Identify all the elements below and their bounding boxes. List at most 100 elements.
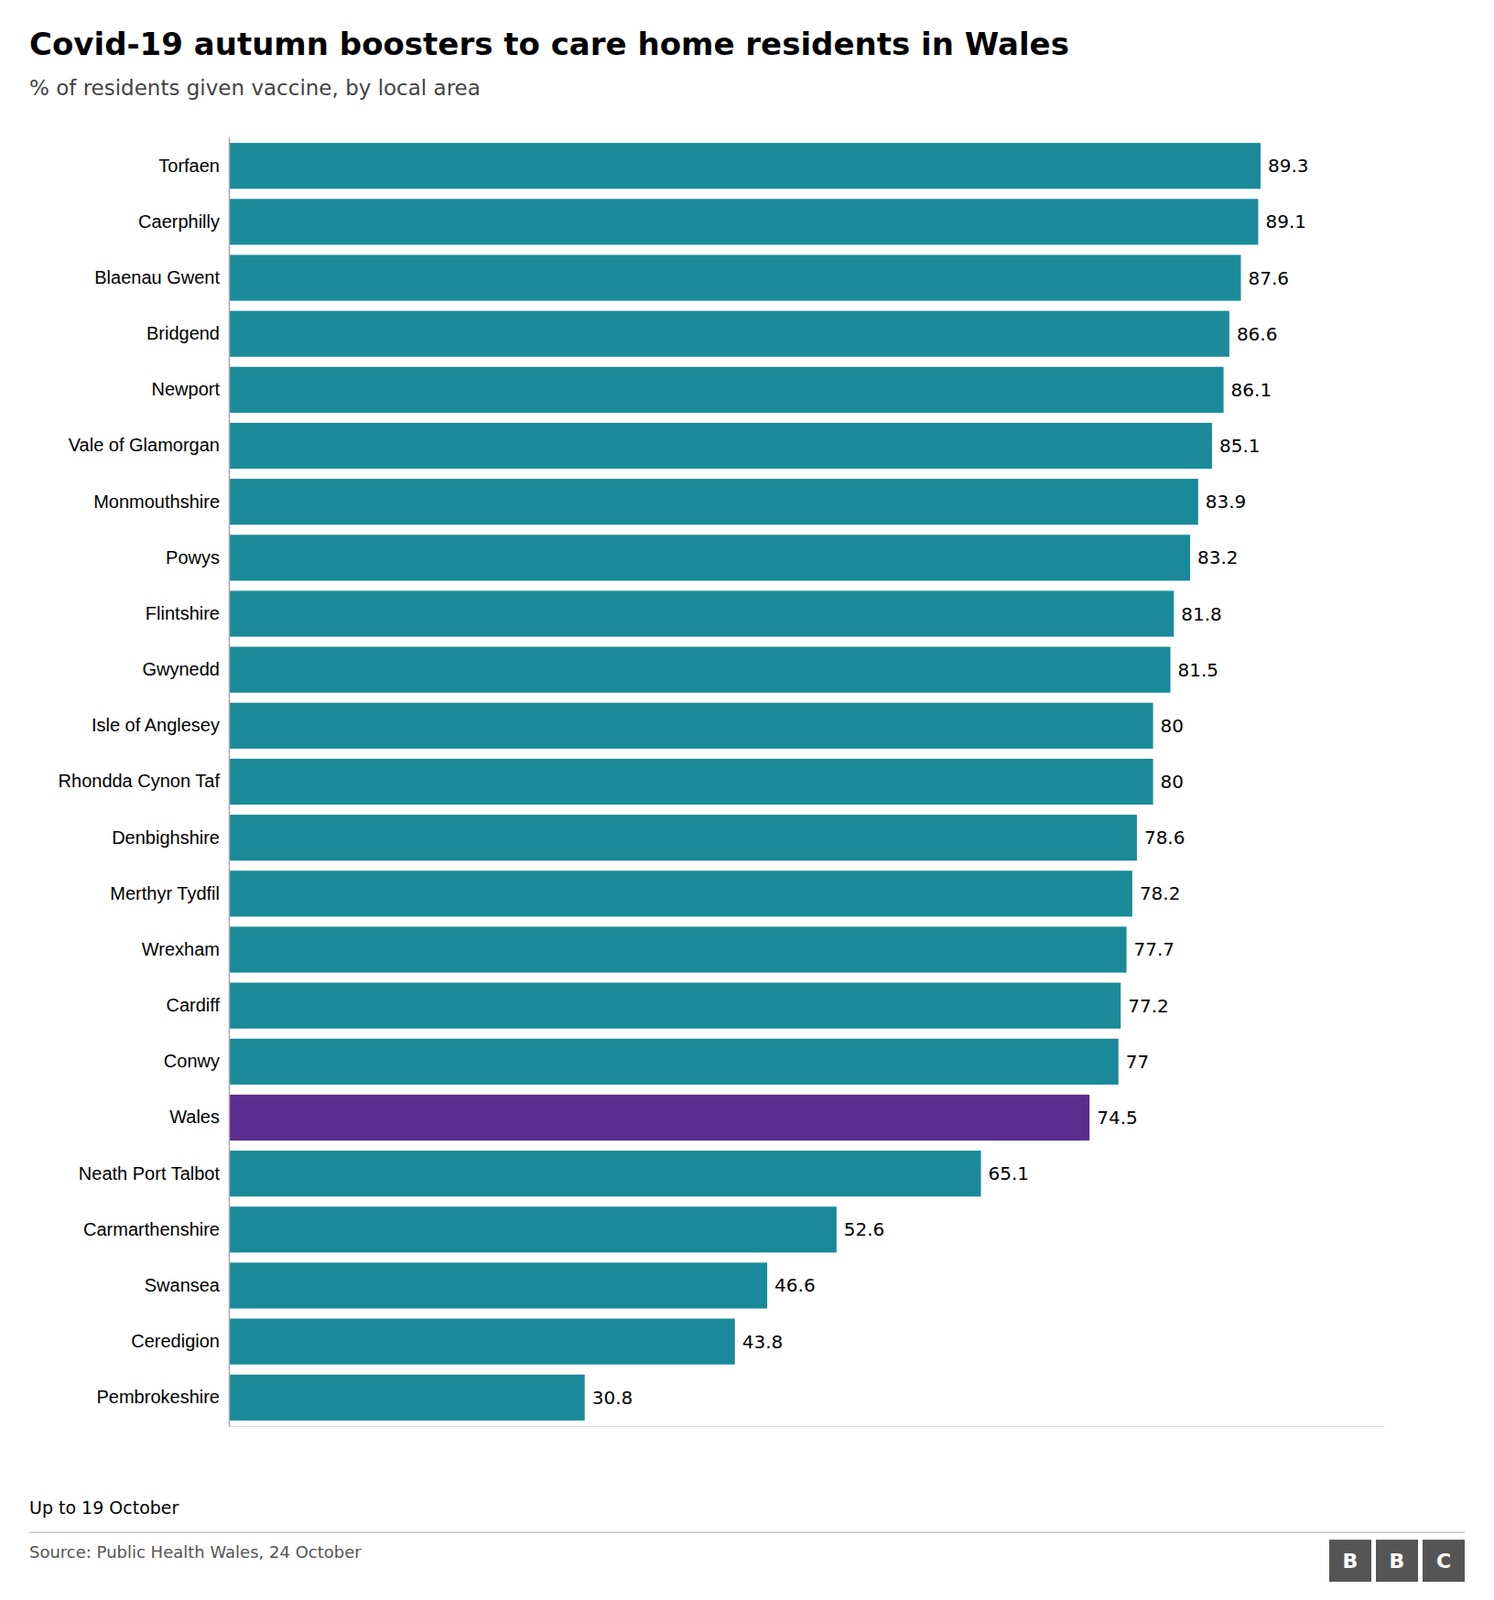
logo-box	[1329, 1539, 1372, 1582]
data-label: 78.2	[1139, 882, 1181, 905]
y-tick: Neath Port Talbot	[78, 1163, 221, 1184]
y-tick: Cardiff	[165, 995, 220, 1016]
y-tick: Rhondda Cynon Taf	[58, 770, 221, 791]
y-tick: Wales	[169, 1106, 220, 1127]
bar	[228, 422, 1213, 469]
bar	[228, 198, 1258, 245]
data-label: 78.6	[1144, 826, 1186, 849]
data-label: 83.9	[1205, 490, 1247, 513]
bar	[228, 534, 1191, 581]
bar	[228, 1206, 837, 1253]
bar	[228, 1150, 982, 1197]
data-label: 85.1	[1219, 434, 1261, 457]
x-axis	[229, 1426, 1386, 1428]
bar	[228, 1039, 1119, 1085]
bar	[228, 1319, 736, 1365]
y-tick-label: Powys	[165, 547, 220, 568]
x-axis-line	[229, 1426, 1386, 1428]
data-label: 86.1	[1231, 378, 1273, 401]
bars	[228, 142, 1261, 1421]
y-tick: Caerphilly	[138, 211, 220, 232]
logo-box	[1422, 1539, 1465, 1582]
data-label: 83.2	[1197, 546, 1239, 569]
data-label: 80	[1160, 770, 1184, 793]
y-tick: Monmouthshire	[93, 491, 220, 512]
bar	[228, 1262, 768, 1309]
data-label: 77.7	[1134, 938, 1176, 961]
footnote: Up to 19 October	[29, 1497, 180, 1518]
data-label: 30.8	[592, 1386, 634, 1409]
y-tick: Newport	[151, 378, 221, 400]
y-tick-label: Conwy	[163, 1050, 220, 1072]
y-tick: Ceredigion	[130, 1331, 220, 1352]
y-tick: Merthyr Tydfil	[109, 883, 220, 904]
data-label: 52.6	[844, 1218, 886, 1241]
y-tick-label: Wales	[169, 1106, 220, 1127]
y-tick: Isle of Anglesey	[91, 714, 220, 736]
bar	[228, 1094, 1090, 1141]
logo: BBC	[1329, 1539, 1465, 1582]
bar	[228, 590, 1174, 637]
bar	[228, 311, 1230, 358]
data-label: 65.1	[988, 1162, 1030, 1185]
y-tick-label: Flintshire	[145, 603, 220, 624]
y-tick-label: Cardiff	[165, 995, 220, 1016]
y-tick: Bridgend	[146, 323, 220, 344]
y-tick: Swansea	[144, 1275, 221, 1296]
y-tick-label: Vale of Glamorgan	[68, 434, 220, 455]
y-tick-label: Isle of Anglesey	[91, 714, 220, 736]
y-tick-label: Torfaen	[158, 155, 220, 176]
y-tick-label: Gwynedd	[142, 659, 221, 680]
data-label: 43.8	[742, 1331, 784, 1354]
data-label: 86.6	[1236, 323, 1278, 346]
logo-text: BBC	[1342, 1549, 1451, 1573]
bar	[228, 478, 1199, 525]
y-tick: Powys	[165, 547, 220, 568]
y-axis-line	[228, 138, 231, 1428]
bar	[228, 870, 1133, 917]
bar	[228, 758, 1154, 805]
y-tick-label: Merthyr Tydfil	[109, 883, 220, 904]
subtitle: % of residents given vaccine, by local a…	[29, 75, 481, 100]
y-tick-label: Pembrokeshire	[96, 1386, 220, 1408]
y-tick: Carmarthenshire	[83, 1219, 220, 1240]
data-label: 80	[1160, 714, 1184, 737]
y-tick-label: Caerphilly	[138, 211, 220, 232]
y-axis: Torfaen Caerphilly Blaenau Gwent Bridgend Ne…	[58, 138, 230, 1428]
separator	[29, 1532, 1465, 1534]
data-label: 81.5	[1178, 659, 1220, 682]
chart: Covid-19 autumn boosters to care home re…	[0, 0, 1494, 1600]
data-label: 89.3	[1267, 154, 1310, 177]
y-tick: Vale of Glamorgan	[68, 434, 220, 455]
source: Source: Public Health Wales, 24 October	[29, 1542, 362, 1562]
y-tick-label: Ceredigion	[130, 1331, 220, 1352]
data-label: 87.6	[1248, 267, 1290, 290]
y-tick: Gwynedd	[142, 659, 221, 680]
y-tick: Wrexham	[141, 939, 220, 960]
y-tick-label: Denbighshire	[111, 827, 220, 848]
bar	[228, 367, 1224, 413]
data-label: 81.8	[1180, 603, 1223, 626]
title: Covid-19 autumn boosters to care home re…	[29, 25, 1070, 63]
y-tick-label: Blaenau Gwent	[94, 267, 220, 288]
data-label: 77	[1125, 1050, 1149, 1073]
bar	[228, 926, 1127, 973]
data-label: 77.2	[1127, 995, 1170, 1018]
y-tick-label: Bridgend	[146, 323, 220, 344]
data-labels: 89.3 89.1 87.6 86.6 86.1 85.1 83.9 83.2 81.8 81.5…	[592, 154, 1310, 1409]
y-tick: Conwy	[163, 1050, 220, 1072]
data-label: 89.1	[1265, 210, 1307, 233]
bar	[228, 703, 1154, 749]
y-tick-label: Swansea	[144, 1275, 221, 1296]
data-label: 74.5	[1096, 1106, 1138, 1129]
bar	[228, 814, 1137, 861]
y-tick-label: Carmarthenshire	[83, 1219, 220, 1240]
y-tick-label: Monmouthshire	[93, 491, 220, 512]
y-tick: Denbighshire	[111, 827, 220, 848]
y-tick-label: Wrexham	[141, 939, 220, 960]
plot-area: 89.3 89.1 87.6 86.6 86.1 85.1 83.9 83.2 81.8 81.5…	[58, 138, 1386, 1428]
y-tick: Flintshire	[145, 603, 220, 624]
bar	[228, 983, 1121, 1029]
data-label: 46.6	[774, 1274, 816, 1297]
bar	[228, 254, 1242, 301]
